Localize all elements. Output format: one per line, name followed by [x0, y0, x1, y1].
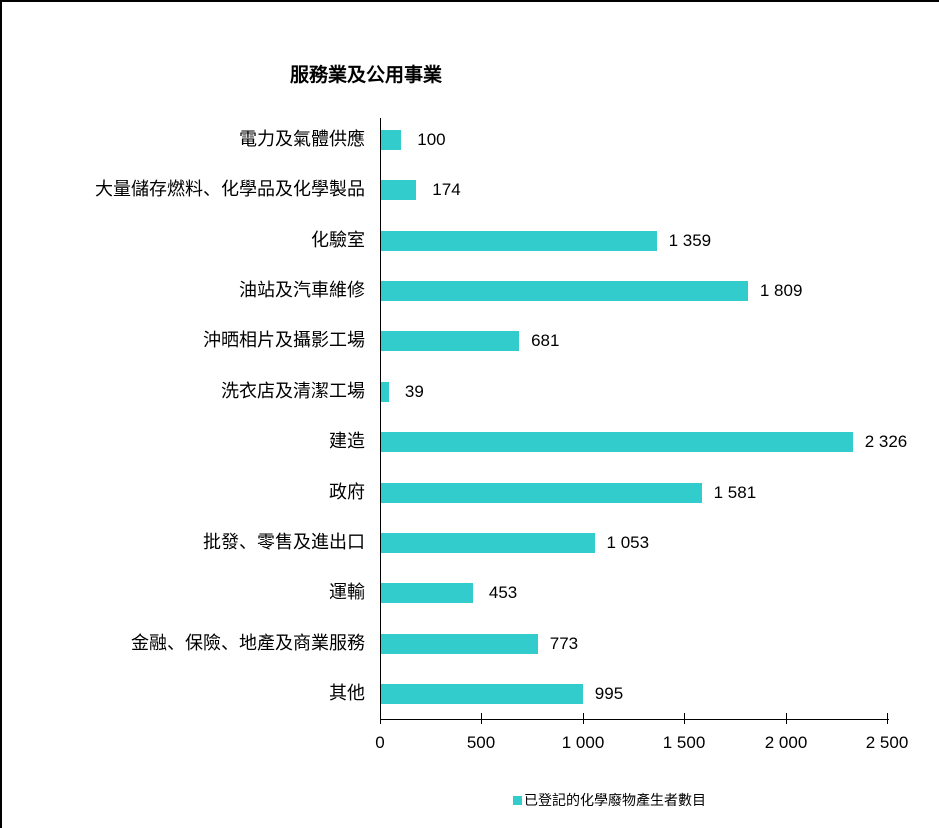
- category-label: 電力及氣體供應: [239, 129, 365, 150]
- bar: [381, 583, 473, 604]
- category-label: 金融、保險、地產及商業服務: [131, 632, 365, 654]
- x-tick: [786, 713, 787, 724]
- x-axis-line: [380, 719, 889, 720]
- category-label: 洗衣店及清潔工場: [221, 380, 365, 402]
- x-tick: [481, 713, 482, 724]
- value-label: 174: [432, 180, 461, 200]
- legend-label: 已登記的化學廢物產生者數目: [524, 793, 706, 809]
- x-tick-label: 2 500: [865, 733, 909, 752]
- chart-title: 服務業及公用事業: [290, 64, 443, 86]
- value-label: 2 326: [864, 432, 908, 452]
- x-tick: [887, 713, 888, 724]
- y-axis-line: [380, 118, 381, 720]
- category-label: 批發、零售及進出口: [203, 531, 365, 553]
- category-label: 沖晒相片及攝影工場: [203, 330, 365, 352]
- category-label: 油站及汽車維修: [239, 280, 365, 302]
- bar: [381, 482, 702, 503]
- bar: [381, 130, 402, 150]
- x-tick: [380, 713, 381, 724]
- value-label: 1 581: [713, 482, 757, 502]
- category-label: 大量儲存燃料、化學品及化學製品: [95, 179, 365, 201]
- value-label: 995: [594, 684, 624, 703]
- category-label: 化驗室: [311, 229, 365, 251]
- x-tick-label: 0: [375, 733, 385, 752]
- bar: [381, 230, 657, 251]
- bar: [381, 180, 417, 201]
- x-tick-label: 1 000: [561, 733, 605, 752]
- value-label: 773: [549, 633, 579, 653]
- value-label: 681: [531, 331, 560, 351]
- x-tick-label: 500: [466, 733, 496, 752]
- bar: [381, 381, 389, 402]
- bar: [381, 633, 538, 654]
- legend-swatch-icon: [513, 795, 522, 805]
- value-label: 100: [417, 130, 446, 149]
- value-label: 1 053: [606, 532, 650, 552]
- bar: [381, 281, 748, 302]
- bar: [381, 684, 583, 704]
- legend: 已登記的化學廢物產生者數目: [513, 790, 706, 810]
- bar: [381, 532, 595, 553]
- x-tick: [684, 713, 685, 724]
- category-label: 建造: [329, 431, 365, 453]
- value-label: 39: [404, 381, 424, 401]
- x-tick: [583, 713, 584, 724]
- bar: [381, 331, 520, 352]
- x-tick-label: 1 500: [662, 733, 706, 752]
- category-label: 運輸: [329, 582, 365, 604]
- value-label: 453: [488, 583, 518, 603]
- category-label: 其他: [329, 683, 365, 704]
- value-label: 1 359: [668, 230, 712, 250]
- x-tick-label: 2 000: [764, 733, 808, 752]
- bar: [381, 432, 853, 453]
- value-label: 1 809: [759, 281, 803, 301]
- category-label: 政府: [329, 481, 365, 503]
